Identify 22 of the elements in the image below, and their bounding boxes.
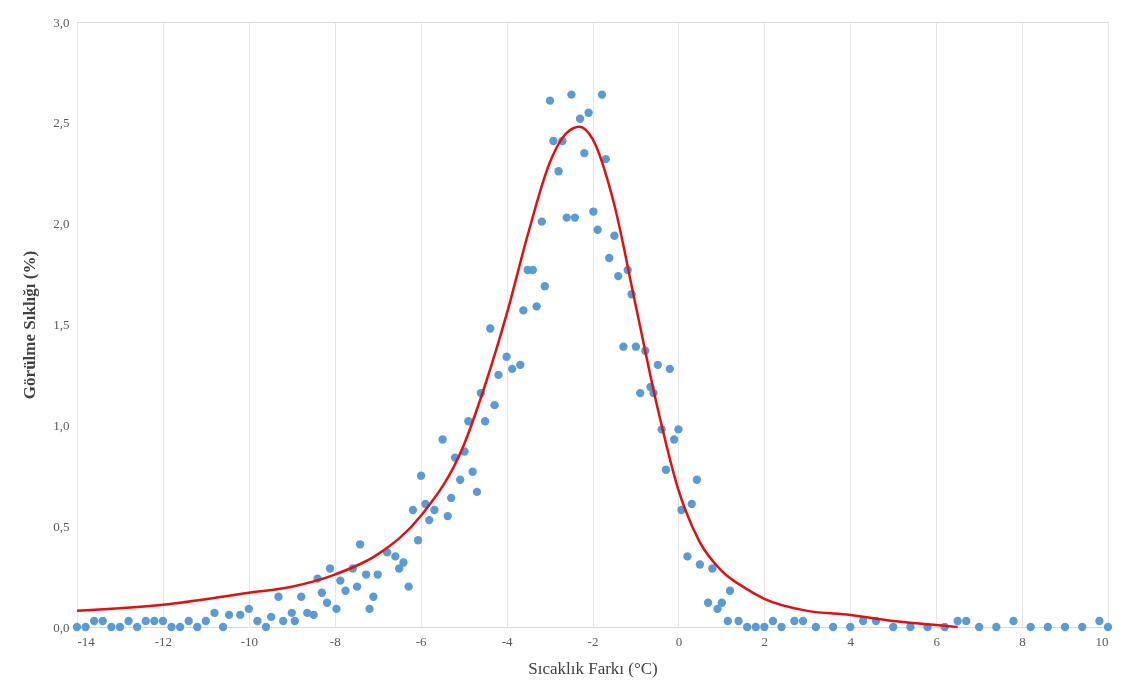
y-axis-title: Görülme Sıklığı (%) xyxy=(20,250,40,400)
y-tick-label: 1,0 xyxy=(53,417,70,433)
y-tick-label: 0,0 xyxy=(53,619,70,635)
x-tick-label: -14 xyxy=(77,633,96,649)
y-tick-label: 2,5 xyxy=(53,115,70,131)
x-tick-label: 2 xyxy=(761,633,769,649)
y-tick-label: 1,5 xyxy=(53,317,70,332)
x-tick-label: 8 xyxy=(1019,633,1026,649)
y-tick-label: 2,0 xyxy=(53,216,70,232)
y-tick-label: 3,0 xyxy=(53,14,70,30)
x-tick-label: -12 xyxy=(154,633,173,649)
x-tick-label: 4 xyxy=(847,633,855,649)
x-tick-label: -8 xyxy=(329,633,341,649)
x-tick-label: -2 xyxy=(587,633,599,649)
x-tick-label: 6 xyxy=(933,633,941,649)
x-tick-label: 10 xyxy=(1095,633,1109,649)
x-tick-label: -6 xyxy=(415,633,428,649)
x-tick-label: -10 xyxy=(240,633,259,649)
x-axis-title: Sıcaklık Farkı (°C) xyxy=(528,658,658,678)
y-tick-label: 0,5 xyxy=(53,518,70,534)
x-tick-label: -4 xyxy=(501,633,513,649)
x-tick-label: 0 xyxy=(675,633,683,649)
